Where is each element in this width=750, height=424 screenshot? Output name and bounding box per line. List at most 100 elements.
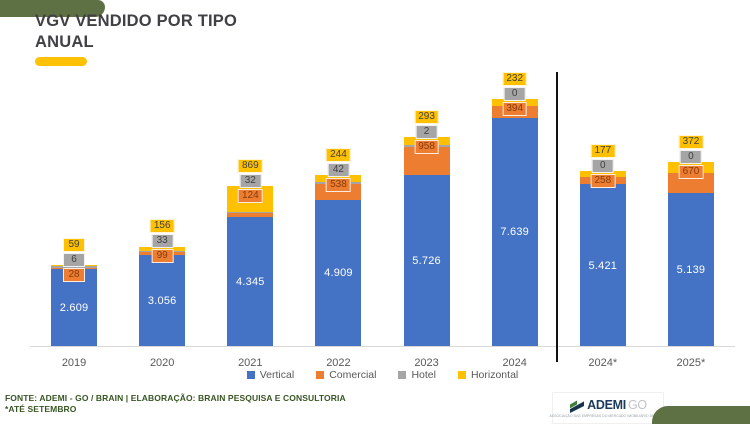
bar-segment-vertical: 5.726 bbox=[403, 175, 450, 347]
value-callouts: 293 2 958 bbox=[414, 109, 439, 155]
bar-segment-vertical: 7.639 bbox=[491, 117, 538, 347]
bar-stack: 5.421 bbox=[579, 171, 626, 347]
value-label-vertical: 3.056 bbox=[147, 295, 177, 308]
value-label-vertical: 5.421 bbox=[588, 259, 618, 272]
value-label-horizontal: 232 bbox=[502, 72, 528, 87]
bar-column-2020: 3.056 156 33 99 2020 bbox=[118, 70, 206, 369]
category-label: 2025* bbox=[676, 357, 706, 369]
bar-stack: 5.726 bbox=[403, 136, 450, 347]
bar-segment-horizontal bbox=[579, 171, 626, 177]
bar-segment-hotel bbox=[51, 266, 98, 268]
legend-item-horizontal: Horizontal bbox=[457, 369, 519, 381]
value-label-comercial: 99 bbox=[151, 249, 174, 264]
value-label-horizontal: 869 bbox=[237, 158, 263, 173]
category-label: 2019 bbox=[61, 357, 87, 369]
legend: Vertical Comercial Hotel Horizontal bbox=[30, 369, 735, 381]
bar-segment-comercial bbox=[227, 212, 274, 217]
logo-brand-bold: ADEMI bbox=[587, 398, 626, 413]
category-label: 2020 bbox=[149, 357, 175, 369]
value-label-horizontal: 177 bbox=[590, 144, 616, 159]
value-label-vertical: 4.345 bbox=[236, 275, 265, 288]
value-callouts: 59 6 28 bbox=[63, 237, 86, 283]
bar-stack: 5.139 bbox=[667, 161, 714, 347]
ademi-logo-icon bbox=[570, 400, 585, 413]
value-callouts: 869 32 124 bbox=[237, 158, 263, 204]
logo-tagline: ASSOCIAÇÃO DAS EMPRESAS DO MERCADO IMOBI… bbox=[549, 413, 667, 418]
legend-swatch bbox=[316, 371, 325, 379]
bottom-right-accent-band bbox=[652, 406, 750, 424]
value-label-horizontal: 293 bbox=[414, 109, 439, 124]
value-label-vertical: 7.639 bbox=[500, 226, 529, 239]
bar-column-2024: 7.639 232 0 394 2024 bbox=[471, 70, 559, 369]
value-label-hotel: 42 bbox=[327, 163, 350, 178]
legend-label: Hotel bbox=[411, 369, 436, 381]
chart-title: VGV VENDIDO POR TIPO ANUAL bbox=[35, 12, 238, 51]
legend-item-comercial: Comercial bbox=[316, 369, 376, 381]
bar-columns: 2.609 59 6 28 2019 3.056 156 33 99 2020 4.345 869 32… bbox=[30, 70, 735, 369]
footer-note-line: *ATÉ SETEMBRO bbox=[5, 404, 77, 415]
value-label-comercial: 28 bbox=[63, 267, 86, 282]
legend-swatch bbox=[457, 371, 466, 379]
value-label-horizontal: 59 bbox=[63, 237, 86, 252]
value-label-comercial: 538 bbox=[326, 178, 351, 193]
bar-column-2019: 2.609 59 6 28 2019 bbox=[30, 70, 118, 369]
value-label-hotel: 0 bbox=[503, 87, 526, 102]
bar-segment-vertical: 2.609 bbox=[51, 268, 98, 347]
bar-segment-horizontal bbox=[139, 246, 186, 252]
legend-label: Horizontal bbox=[470, 369, 519, 381]
category-label: 2021 bbox=[238, 357, 263, 369]
bar-segment-vertical: 4.345 bbox=[227, 216, 274, 347]
category-label: 2024* bbox=[588, 357, 618, 369]
value-label-horizontal: 244 bbox=[326, 148, 351, 163]
value-label-comercial: 258 bbox=[590, 174, 616, 189]
bar-segment-hotel bbox=[227, 211, 274, 213]
bar-segment-vertical: 5.421 bbox=[579, 184, 626, 347]
value-callouts: 156 33 99 bbox=[149, 219, 175, 264]
value-label-comercial: 670 bbox=[678, 164, 704, 179]
value-callouts: 244 42 538 bbox=[326, 148, 351, 193]
value-label-vertical: 5.726 bbox=[412, 255, 441, 268]
top-left-accent-band bbox=[0, 0, 105, 17]
bar-segment-vertical: 5.139 bbox=[667, 192, 714, 347]
legend-label: Vertical bbox=[259, 369, 295, 381]
value-label-horizontal: 156 bbox=[149, 219, 175, 234]
ademi-go-logo: ADEMI GO ASSOCIAÇÃO DAS EMPRESAS DO MERCA… bbox=[549, 392, 667, 424]
category-label: 2022 bbox=[326, 357, 351, 369]
bar-column-2025*: 5.139 372 0 670 2025* bbox=[647, 70, 735, 369]
value-callouts: 177 0 258 bbox=[590, 144, 616, 189]
bar-stack: 2.609 bbox=[51, 264, 98, 347]
bar-column-2024*: 5.421 177 0 258 2024* bbox=[559, 70, 647, 369]
value-label-hotel: 6 bbox=[63, 252, 86, 267]
forecast-divider-line bbox=[556, 72, 558, 362]
bar-column-2022: 4.909 244 42 538 2022 bbox=[294, 70, 382, 369]
category-label: 2024 bbox=[502, 357, 527, 369]
legend-label: Comercial bbox=[329, 369, 377, 381]
legend-item-hotel: Hotel bbox=[398, 369, 436, 381]
value-label-vertical: 4.909 bbox=[324, 267, 353, 280]
value-label-comercial: 394 bbox=[502, 102, 528, 117]
logo-brand-light: GO bbox=[627, 398, 647, 413]
plot-area: 2.609 59 6 28 2019 3.056 156 33 99 2020 4.345 869 32… bbox=[30, 70, 735, 369]
value-label-hotel: 2 bbox=[415, 124, 438, 139]
x-axis-line bbox=[30, 346, 735, 347]
bar-column-2021: 4.345 869 32 124 2021 bbox=[206, 70, 294, 369]
value-label-hotel: 0 bbox=[591, 159, 614, 174]
value-label-horizontal: 372 bbox=[678, 134, 704, 149]
category-label: 2023 bbox=[414, 357, 439, 369]
bar-stack: 7.639 bbox=[491, 99, 538, 347]
legend-swatch bbox=[398, 371, 407, 379]
value-label-vertical: 2.609 bbox=[59, 301, 89, 314]
value-label-comercial: 124 bbox=[237, 188, 263, 203]
source-footer: FONTE: ADEMI - GO / BRAIN | ELABORAÇÃO: … bbox=[5, 393, 346, 416]
title-underline bbox=[35, 57, 87, 66]
legend-item-vertical: Vertical bbox=[246, 369, 295, 381]
value-label-hotel: 33 bbox=[151, 234, 174, 249]
value-callouts: 232 0 394 bbox=[502, 72, 528, 117]
bar-column-2023: 5.726 293 2 958 2023 bbox=[383, 70, 471, 369]
value-label-hotel: 32 bbox=[239, 173, 262, 188]
value-label-comercial: 958 bbox=[414, 139, 439, 154]
value-label-vertical: 5.139 bbox=[676, 263, 706, 276]
value-label-hotel: 0 bbox=[679, 149, 702, 164]
value-callouts: 372 0 670 bbox=[678, 134, 704, 180]
